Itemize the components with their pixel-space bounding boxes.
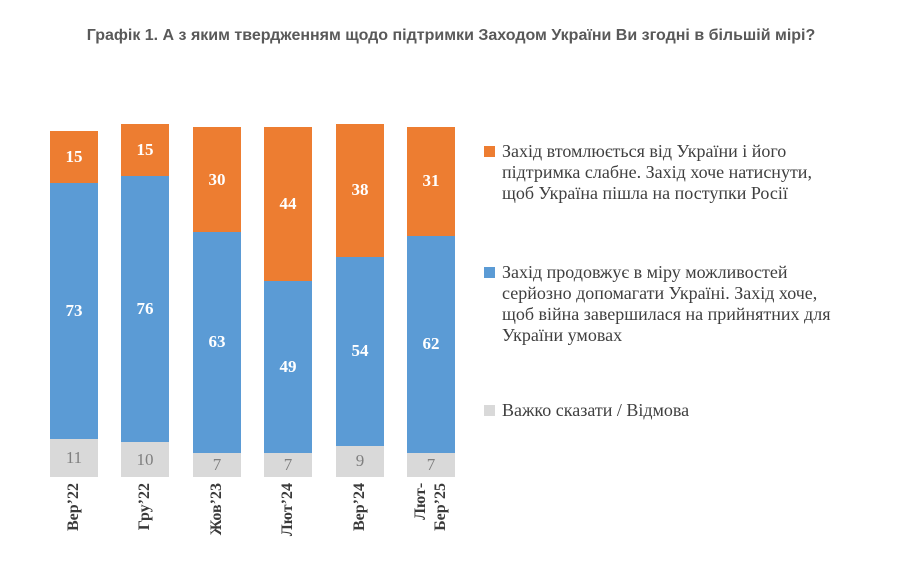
bar-value-label: 54 bbox=[351, 341, 369, 360]
stacked-bar: 15 76 10 bbox=[121, 123, 169, 477]
bar-value-label: 31 bbox=[422, 171, 440, 191]
stacked-bar: 30 63 7 bbox=[193, 127, 241, 477]
chart-title: Графік 1. А з яким твердженням щодо підт… bbox=[86, 27, 816, 44]
x-axis-label-text: Гру’22 bbox=[136, 483, 154, 531]
bar-value-label: 11 bbox=[65, 447, 83, 467]
bar-segment-hard-to-say: 9 bbox=[336, 445, 384, 477]
x-axis-label: Лют’24 bbox=[278, 483, 298, 541]
x-axis-label-text: Жов’23 bbox=[207, 483, 225, 536]
x-axis-label-text: Вер’24 bbox=[350, 483, 368, 531]
bar-value-label: 15 bbox=[65, 146, 83, 166]
plot-area: 15 73 11 15 76 10 30 63 7 44 49 7 38 54 9 31 62 7 bbox=[50, 123, 462, 477]
legend-item-hard-to-say: Важко сказати / Відмова bbox=[484, 400, 896, 421]
bar-segment-hard-to-say: 10 bbox=[121, 442, 169, 477]
stacked-bar: 31 62 7 bbox=[407, 127, 455, 477]
bar-value-label: 73 bbox=[65, 300, 83, 320]
bar-segment-hard-to-say: 7 bbox=[264, 452, 312, 477]
x-axis-label: Гру’22 bbox=[135, 483, 155, 535]
legend-label: Захід втомлюється від України і його під… bbox=[502, 141, 812, 203]
bar-segment-west-helps: 54 bbox=[336, 256, 384, 446]
bar-segment-west-tired: 15 bbox=[121, 123, 169, 176]
bar-segment-west-tired: 44 bbox=[264, 127, 312, 281]
bar-segment-hard-to-say: 7 bbox=[407, 452, 455, 477]
x-axis-label-text: Лют- Бер’25 bbox=[412, 483, 449, 531]
bar-segment-west-helps: 63 bbox=[193, 232, 241, 453]
stacked-bar: 38 54 9 bbox=[336, 123, 384, 477]
legend-label: Захід продовжує в міру можливостей серйо… bbox=[502, 262, 831, 345]
bar-value-label: 63 bbox=[208, 332, 226, 352]
bar-segment-west-tired: 31 bbox=[407, 127, 455, 236]
x-axis-label: Жов’23 bbox=[207, 483, 227, 540]
x-axis-label-text: Лют’24 bbox=[279, 483, 297, 537]
bar-value-label: 38 bbox=[351, 180, 369, 199]
bar-value-label: 62 bbox=[422, 334, 440, 353]
x-axis-label-text: Вер’22 bbox=[65, 483, 82, 531]
legend-item-west-helps: Захід продовжує в міру можливостей серйо… bbox=[484, 262, 896, 346]
bar-segment-hard-to-say: 7 bbox=[193, 452, 241, 477]
bar-value-label: 44 bbox=[279, 194, 297, 213]
bar-segment-west-tired: 15 bbox=[50, 130, 98, 183]
bar-value-label: 7 bbox=[212, 454, 222, 474]
bar-value-label: 7 bbox=[283, 454, 293, 474]
x-axis-label: Лют- Бер’25 bbox=[411, 483, 451, 536]
bar-value-label: 15 bbox=[136, 139, 154, 159]
bar-value-label: 7 bbox=[426, 454, 436, 474]
bar-segment-west-helps: 62 bbox=[407, 235, 455, 453]
bar-segment-west-tired: 38 bbox=[336, 123, 384, 257]
bar-segment-west-helps: 76 bbox=[121, 176, 169, 442]
bar-segment-west-helps: 73 bbox=[50, 183, 98, 439]
bar-value-label: 10 bbox=[136, 449, 154, 469]
bar-segment-west-helps: 49 bbox=[264, 281, 312, 453]
x-axis-label: Вер’24 bbox=[350, 483, 370, 536]
legend-swatch-hard-to-say bbox=[484, 405, 495, 416]
bar-value-label: 30 bbox=[208, 169, 226, 189]
bar-value-label: 49 bbox=[279, 356, 297, 376]
legend: Захід втомлюється від України і його під… bbox=[484, 0, 896, 571]
legend-item-west-tired: Захід втомлюється від України і його під… bbox=[484, 141, 896, 204]
bar-segment-hard-to-say: 11 bbox=[50, 438, 98, 477]
bar-value-label: 76 bbox=[136, 299, 154, 318]
legend-swatch-west-helps bbox=[484, 267, 495, 278]
stacked-bar: 15 73 11 bbox=[50, 130, 98, 477]
x-axis-label: Вер’22 bbox=[64, 483, 84, 536]
stacked-bar: 44 49 7 bbox=[264, 127, 312, 477]
legend-swatch-west-tired bbox=[484, 146, 495, 157]
legend-label: Важко сказати / Відмова bbox=[502, 400, 690, 420]
bar-value-label: 9 bbox=[355, 451, 365, 471]
bar-segment-west-tired: 30 bbox=[193, 127, 241, 232]
